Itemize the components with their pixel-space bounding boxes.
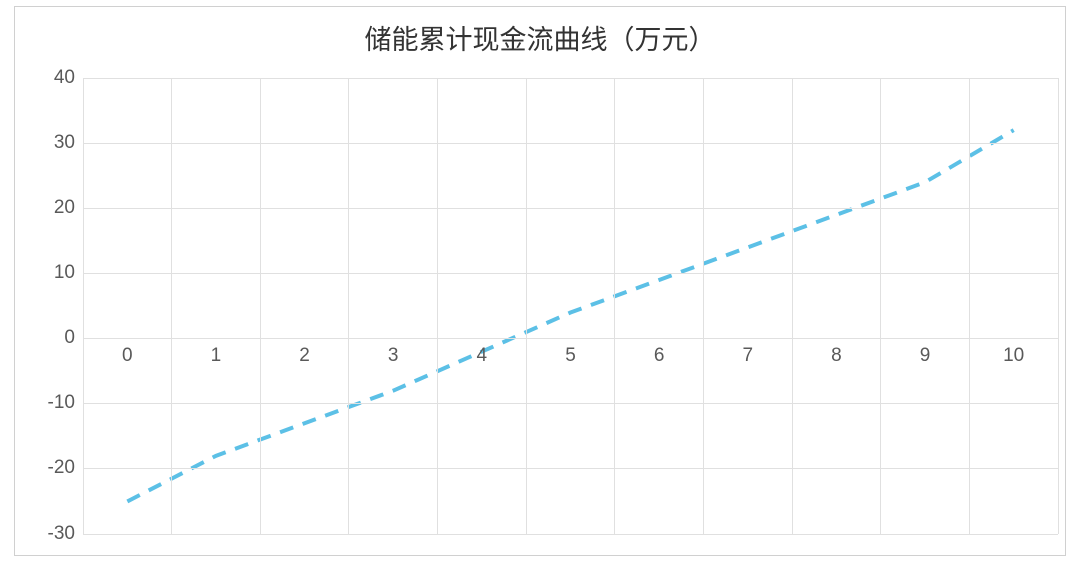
- x-tick-label: 7: [703, 345, 792, 367]
- y-tick-label: 0: [25, 327, 75, 349]
- gridline-vertical: [1058, 78, 1059, 534]
- x-tick-label: 9: [881, 345, 970, 367]
- y-tick-label: -30: [25, 523, 75, 545]
- x-tick-label: 2: [260, 345, 349, 367]
- gridline-horizontal: [83, 403, 1058, 404]
- gridline-vertical: [260, 78, 261, 534]
- y-tick-label: 10: [25, 262, 75, 284]
- y-tick-label: -10: [25, 392, 75, 414]
- gridline-vertical: [703, 78, 704, 534]
- gridline-vertical: [526, 78, 527, 534]
- gridline-vertical: [437, 78, 438, 534]
- chart-title: 储能累计现金流曲线（万元）: [14, 18, 1066, 62]
- gridline-vertical: [614, 78, 615, 534]
- gridline-horizontal: [83, 468, 1058, 469]
- y-tick-label: 30: [25, 132, 75, 154]
- x-tick-label: 3: [349, 345, 438, 367]
- x-tick-label: 8: [792, 345, 881, 367]
- gridline-horizontal: [83, 534, 1058, 535]
- chart-line-layer: [83, 78, 1058, 534]
- gridline-vertical: [348, 78, 349, 534]
- gridline-horizontal: [83, 78, 1058, 79]
- x-tick-label: 10: [969, 345, 1058, 367]
- gridline-vertical: [880, 78, 881, 534]
- gridline-horizontal: [83, 338, 1058, 339]
- gridline-vertical: [792, 78, 793, 534]
- x-tick-label: 5: [526, 345, 615, 367]
- y-tick-label: 40: [25, 67, 75, 89]
- x-tick-label: 6: [615, 345, 704, 367]
- gridline-horizontal: [83, 273, 1058, 274]
- gridline-vertical: [171, 78, 172, 534]
- gridline-horizontal: [83, 208, 1058, 209]
- x-tick-label: 1: [172, 345, 261, 367]
- y-tick-label: -20: [25, 457, 75, 479]
- x-tick-label: 4: [438, 345, 527, 367]
- y-tick-label: 20: [25, 197, 75, 219]
- x-tick-label: 0: [83, 345, 172, 367]
- gridline-horizontal: [83, 143, 1058, 144]
- plot-area: [83, 78, 1058, 534]
- gridline-vertical: [83, 78, 84, 534]
- gridline-vertical: [969, 78, 970, 534]
